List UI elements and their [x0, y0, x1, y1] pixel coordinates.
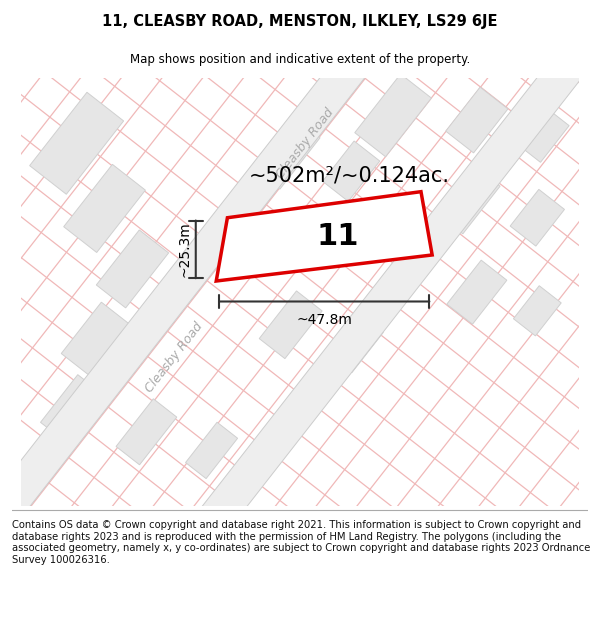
Polygon shape: [97, 230, 169, 308]
Polygon shape: [29, 92, 124, 194]
Polygon shape: [515, 106, 569, 162]
Text: Contains OS data © Crown copyright and database right 2021. This information is : Contains OS data © Crown copyright and d…: [12, 520, 590, 565]
Polygon shape: [61, 302, 129, 375]
Polygon shape: [259, 291, 322, 359]
Polygon shape: [116, 399, 177, 465]
Polygon shape: [0, 0, 436, 573]
Polygon shape: [64, 164, 145, 252]
Polygon shape: [510, 189, 565, 246]
Polygon shape: [447, 260, 507, 324]
Polygon shape: [178, 0, 600, 559]
Text: Cleasby Road: Cleasby Road: [143, 320, 206, 395]
Text: ~47.8m: ~47.8m: [296, 312, 352, 327]
Text: Map shows position and indicative extent of the property.: Map shows position and indicative extent…: [130, 53, 470, 66]
Polygon shape: [252, 116, 320, 189]
Text: ~25.3m: ~25.3m: [177, 221, 191, 278]
Polygon shape: [435, 164, 500, 234]
Text: 11, CLEASBY ROAD, MENSTON, ILKLEY, LS29 6JE: 11, CLEASBY ROAD, MENSTON, ILKLEY, LS29 …: [102, 14, 498, 29]
Polygon shape: [446, 87, 508, 153]
Text: 11: 11: [317, 222, 359, 251]
Polygon shape: [216, 192, 432, 281]
Polygon shape: [328, 314, 383, 372]
Text: ~502m²/~0.124ac.: ~502m²/~0.124ac.: [249, 166, 450, 186]
Polygon shape: [514, 286, 561, 336]
Polygon shape: [41, 374, 103, 442]
Polygon shape: [323, 141, 380, 201]
Polygon shape: [355, 74, 431, 157]
Text: Cleasby Road: Cleasby Road: [274, 106, 336, 181]
Polygon shape: [185, 422, 238, 479]
